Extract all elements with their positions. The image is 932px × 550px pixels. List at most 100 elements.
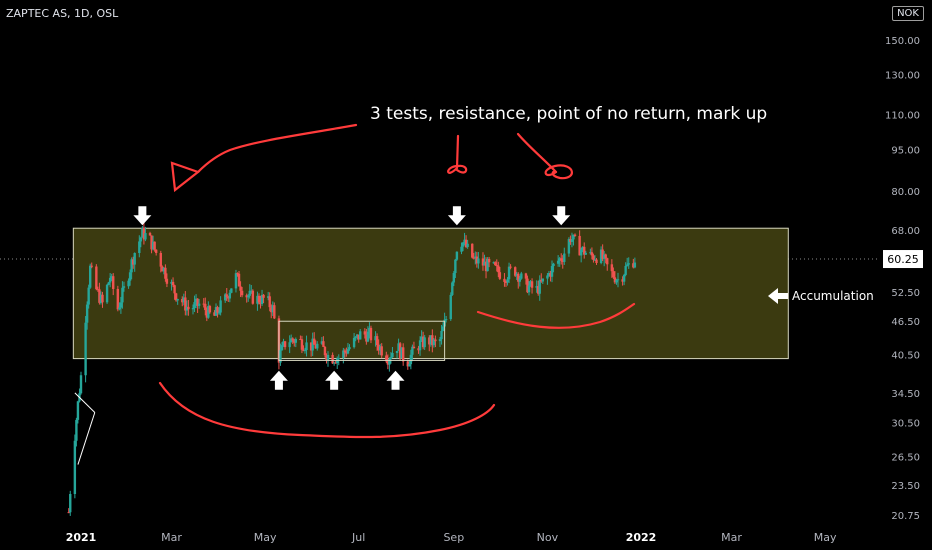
candle-body — [527, 285, 531, 293]
candle — [529, 280, 532, 287]
candle — [633, 257, 637, 269]
candle — [138, 235, 141, 258]
candle-body — [460, 246, 463, 252]
candle-body — [239, 286, 242, 291]
candle — [291, 337, 294, 345]
candle-body — [262, 294, 265, 298]
pointer-sep-line — [455, 134, 460, 170]
candle-body — [302, 349, 305, 351]
candle-body — [173, 285, 176, 294]
candle-body — [108, 277, 112, 283]
pointer-sep-head — [447, 164, 468, 174]
candle-body — [494, 262, 497, 266]
candle — [540, 273, 543, 283]
arrow-markers — [133, 206, 571, 390]
candle-body — [569, 239, 572, 242]
candle-body — [579, 249, 583, 256]
candle — [139, 236, 143, 248]
candle — [325, 353, 328, 364]
candle-body — [207, 306, 210, 318]
candle — [484, 257, 488, 279]
candle-body — [337, 357, 340, 359]
candle-body — [572, 234, 575, 240]
candle-body — [375, 336, 379, 346]
candle — [461, 241, 465, 252]
candle — [357, 334, 360, 343]
candle — [569, 235, 572, 245]
candle-body — [280, 345, 284, 351]
candle — [121, 281, 124, 309]
candle — [99, 291, 103, 305]
candle-body — [228, 292, 232, 299]
candle-body — [601, 249, 604, 260]
candle-body — [247, 295, 250, 298]
candle — [176, 298, 179, 305]
candle-body — [464, 239, 468, 248]
candle — [300, 335, 304, 354]
candle — [217, 307, 221, 315]
candle — [481, 252, 485, 271]
candle-body — [273, 305, 276, 319]
candle — [216, 305, 219, 318]
candle — [151, 235, 155, 251]
candle — [452, 271, 456, 287]
candle-body — [616, 279, 620, 281]
candle — [164, 264, 167, 282]
candle-body — [484, 261, 488, 272]
candle-body — [461, 242, 465, 247]
y-tick-label: 23.50 — [891, 481, 920, 492]
candle-body — [408, 364, 411, 367]
x-tick-label: Nov — [537, 531, 559, 544]
candle-body — [561, 260, 564, 262]
currency-badge[interactable]: NOK — [892, 6, 924, 21]
candle — [472, 252, 475, 260]
candle-body — [268, 296, 271, 308]
candle — [558, 256, 561, 267]
candle — [279, 343, 282, 366]
candle — [483, 254, 486, 266]
arrow-up-icon — [325, 370, 344, 390]
candle-body — [391, 352, 394, 358]
candle — [595, 258, 598, 265]
candle — [527, 280, 531, 296]
candle — [116, 285, 120, 312]
candle — [205, 307, 209, 322]
candle-body — [194, 298, 198, 303]
candle-body — [185, 306, 189, 311]
candle-body — [486, 258, 489, 272]
arrow-down-icon — [447, 206, 466, 226]
candle — [193, 295, 196, 313]
y-tick-label: 34.50 — [891, 389, 920, 400]
candle-body — [141, 227, 144, 238]
candle-body — [75, 419, 78, 441]
candle — [454, 258, 457, 279]
candle — [144, 226, 147, 242]
candle-body — [191, 308, 195, 310]
candle — [101, 291, 104, 308]
cup-arc-2 — [476, 302, 636, 329]
candle — [331, 352, 334, 364]
candle-body — [69, 493, 72, 513]
candle-body — [165, 278, 169, 284]
candle — [455, 251, 459, 261]
arrow-up-icon — [269, 370, 288, 390]
candle — [141, 225, 144, 238]
candle — [320, 336, 324, 345]
candle — [441, 322, 445, 332]
last-price-tag — [883, 250, 923, 269]
candle — [311, 332, 314, 356]
candle — [224, 293, 227, 303]
candle-body — [151, 241, 155, 250]
candle — [449, 292, 452, 321]
candle-body — [540, 279, 543, 282]
candle-body — [400, 347, 403, 359]
y-tick-label: 95.00 — [891, 146, 920, 157]
candle-body — [279, 350, 282, 363]
candle — [90, 262, 93, 269]
candle-body — [299, 339, 302, 341]
candle — [550, 260, 554, 283]
candle — [486, 257, 489, 272]
candle — [170, 279, 173, 291]
candle — [406, 359, 409, 370]
candle-body — [530, 281, 534, 288]
